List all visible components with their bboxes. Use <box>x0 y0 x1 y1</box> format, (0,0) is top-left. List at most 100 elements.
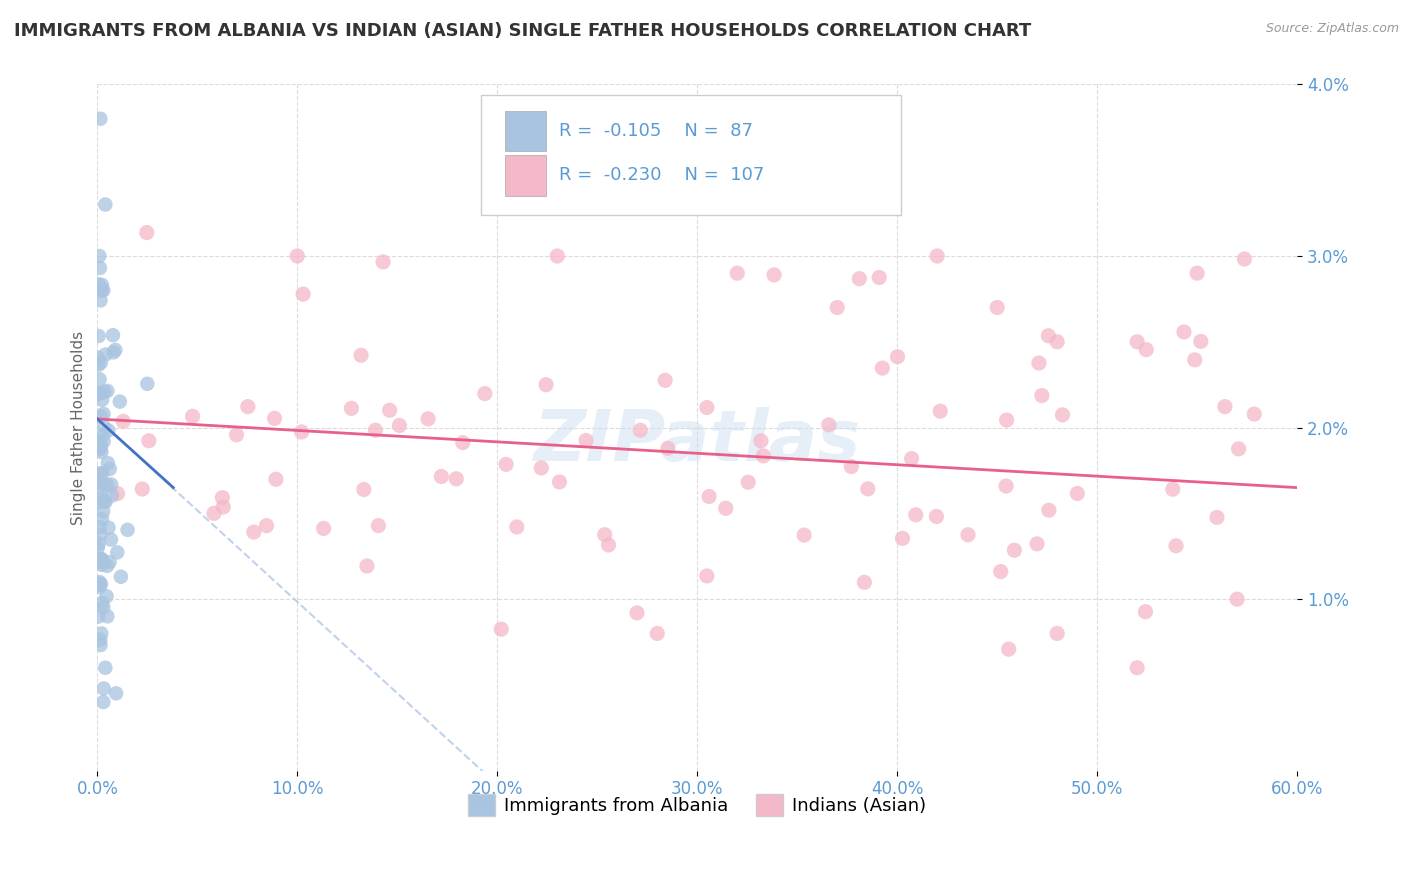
Point <box>367 518 389 533</box>
Point <box>89 293 111 308</box>
Point <box>90 558 112 572</box>
Point <box>236 400 259 414</box>
Point <box>312 521 335 535</box>
Point <box>93 494 115 508</box>
Point <box>90 577 112 591</box>
Point <box>91 428 114 442</box>
Point <box>93 419 115 434</box>
Point <box>1046 334 1069 349</box>
Point <box>90 638 112 652</box>
Point <box>90 626 112 640</box>
Point <box>995 479 1018 493</box>
Point <box>90 476 112 491</box>
Point <box>135 226 157 240</box>
Point <box>956 527 979 541</box>
Point <box>997 642 1019 657</box>
Point <box>628 423 651 437</box>
FancyBboxPatch shape <box>505 111 546 151</box>
FancyBboxPatch shape <box>481 95 901 215</box>
Point <box>87 358 110 372</box>
Point <box>1031 388 1053 402</box>
Point <box>93 681 115 696</box>
Point <box>107 486 129 500</box>
Point <box>752 449 775 463</box>
Point <box>350 348 373 362</box>
Point <box>90 386 112 401</box>
Point <box>87 555 110 569</box>
Point <box>89 372 111 386</box>
Point <box>104 343 127 357</box>
Point <box>1135 605 1157 619</box>
Point <box>1038 328 1060 343</box>
Point <box>89 440 111 454</box>
Point <box>696 569 718 583</box>
Point <box>263 411 285 425</box>
Point <box>1189 334 1212 349</box>
Point <box>89 442 111 456</box>
Point <box>256 518 278 533</box>
Point <box>90 467 112 482</box>
Point <box>530 461 553 475</box>
Point <box>1173 325 1195 339</box>
Point <box>112 414 135 428</box>
Point <box>89 527 111 541</box>
Point <box>491 622 513 636</box>
Point <box>1135 343 1157 357</box>
Point <box>657 442 679 456</box>
Point <box>87 351 110 365</box>
Point <box>340 401 363 416</box>
Point <box>548 475 571 489</box>
Point <box>1126 334 1149 349</box>
Point <box>86 387 108 401</box>
Point <box>89 112 111 126</box>
Point <box>96 609 118 624</box>
Point <box>1161 482 1184 496</box>
Point <box>93 407 115 421</box>
Point <box>696 401 718 415</box>
Point <box>108 394 131 409</box>
Point <box>291 425 314 439</box>
Point <box>91 392 114 407</box>
Point <box>1213 400 1236 414</box>
Point <box>90 283 112 297</box>
Point <box>90 491 112 506</box>
Point <box>117 523 139 537</box>
Point <box>91 504 114 518</box>
Point <box>91 596 114 610</box>
Point <box>990 565 1012 579</box>
Point <box>848 271 870 285</box>
Point <box>225 427 247 442</box>
Point <box>89 385 111 400</box>
Point <box>900 451 922 466</box>
Point <box>725 266 748 280</box>
Point <box>451 435 474 450</box>
Text: R =  -0.105    N =  87: R = -0.105 N = 87 <box>560 122 754 140</box>
Point <box>697 490 720 504</box>
Point <box>1052 408 1074 422</box>
Point <box>90 409 112 424</box>
Point <box>96 384 118 398</box>
Point <box>181 409 204 424</box>
Point <box>211 491 233 505</box>
Point <box>1026 537 1049 551</box>
Point <box>93 695 115 709</box>
Text: Source: ZipAtlas.com: Source: ZipAtlas.com <box>1265 22 1399 36</box>
Point <box>474 386 496 401</box>
Point <box>995 413 1018 427</box>
Point <box>292 287 315 301</box>
Point <box>98 462 121 476</box>
Point <box>87 609 110 624</box>
Point <box>1206 510 1229 524</box>
Point <box>891 532 914 546</box>
Point <box>87 329 110 343</box>
Point <box>430 469 453 483</box>
Point <box>904 508 927 522</box>
Point <box>446 472 468 486</box>
Point <box>90 277 112 292</box>
Point <box>645 626 668 640</box>
Point <box>87 541 110 555</box>
Point <box>825 301 848 315</box>
Point <box>546 249 568 263</box>
Point <box>1243 407 1265 421</box>
Point <box>101 328 124 343</box>
